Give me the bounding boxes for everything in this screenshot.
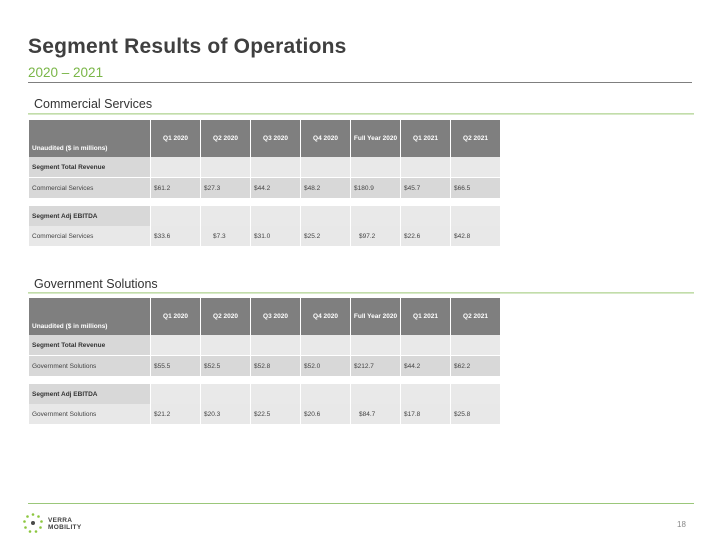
table-cell: $180.9 bbox=[351, 177, 400, 198]
column-header: Unaudited ($ in millions) bbox=[29, 298, 150, 335]
table-cell: $22.5 bbox=[251, 404, 300, 424]
footer-divider bbox=[28, 503, 694, 504]
verra-mobility-logo-icon bbox=[23, 513, 43, 533]
column-header: Q1 2020 bbox=[151, 298, 200, 335]
table-row: Segment Adj EBITDA bbox=[29, 384, 500, 404]
row-group-label: Segment Total Revenue bbox=[29, 335, 150, 355]
column-header: Full Year 2020 bbox=[351, 120, 400, 157]
column-header: Q2 2021 bbox=[451, 120, 500, 157]
table-cell: $44.2 bbox=[401, 355, 450, 376]
section-heading-government-solutions: Government Solutions bbox=[34, 277, 158, 291]
column-header: Q1 2021 bbox=[401, 298, 450, 335]
section-divider bbox=[28, 113, 694, 115]
table-cell: $55.5 bbox=[151, 355, 200, 376]
table-cell: $212.7 bbox=[351, 355, 400, 376]
page-subtitle: 2020 – 2021 bbox=[28, 65, 104, 80]
column-header: Unaudited ($ in millions) bbox=[29, 120, 150, 157]
column-header: Q3 2020 bbox=[251, 120, 300, 157]
logo-wordmark: VERRA MOBILITY bbox=[48, 517, 81, 531]
column-header: Q1 2020 bbox=[151, 120, 200, 157]
logo-line: VERRA bbox=[48, 517, 73, 524]
row-group-label: Segment Total Revenue bbox=[29, 157, 150, 177]
table-cell: $66.5 bbox=[451, 177, 500, 198]
column-header: Q2 2020 bbox=[201, 120, 250, 157]
table-cell: $61.2 bbox=[151, 177, 200, 198]
table-row: Commercial Services $61.2 $27.3 $44.2 $4… bbox=[29, 177, 500, 198]
row-group-label: Segment Adj EBITDA bbox=[29, 206, 150, 226]
column-header: Q4 2020 bbox=[301, 120, 350, 157]
table-cell: $52.0 bbox=[301, 355, 350, 376]
table-cell: $25.8 bbox=[451, 404, 500, 424]
table-row: Segment Adj EBITDA bbox=[29, 206, 500, 226]
table-row: Government Solutions $55.5 $52.5 $52.8 $… bbox=[29, 355, 500, 376]
table-cell: $97.2 bbox=[351, 226, 400, 246]
section-heading-commercial-services: Commercial Services bbox=[34, 97, 153, 111]
table-cell: $84.7 bbox=[351, 404, 400, 424]
row-group-label: Segment Adj EBITDA bbox=[29, 384, 150, 404]
table-cell: $20.6 bbox=[301, 404, 350, 424]
row-label: Commercial Services bbox=[29, 226, 150, 246]
table-cell: $20.3 bbox=[201, 404, 250, 424]
column-header: Q3 2020 bbox=[251, 298, 300, 335]
page-title: Segment Results of Operations bbox=[28, 35, 347, 58]
table-row: Commercial Services $33.6 $7.3 $31.0 $25… bbox=[29, 226, 500, 246]
table-cell: $52.8 bbox=[251, 355, 300, 376]
table-cell: $52.5 bbox=[201, 355, 250, 376]
table-cell: $48.2 bbox=[301, 177, 350, 198]
column-header: Full Year 2020 bbox=[351, 298, 400, 335]
title-divider bbox=[28, 82, 692, 83]
table-cell: $42.8 bbox=[451, 226, 500, 246]
table-cell: $22.6 bbox=[401, 226, 450, 246]
table-row: Segment Total Revenue bbox=[29, 157, 500, 177]
commercial-services-table: Unaudited ($ in millions) Q1 2020 Q2 202… bbox=[28, 120, 501, 246]
table-cell: $45.7 bbox=[401, 177, 450, 198]
column-header: Q2 2021 bbox=[451, 298, 500, 335]
table-cell: $31.0 bbox=[251, 226, 300, 246]
row-label: Government Solutions bbox=[29, 355, 150, 376]
table-cell: $33.6 bbox=[151, 226, 200, 246]
section-divider bbox=[28, 292, 694, 294]
table-cell: $25.2 bbox=[301, 226, 350, 246]
table-cell: $27.3 bbox=[201, 177, 250, 198]
table-row: Segment Total Revenue bbox=[29, 335, 500, 355]
table-cell: $62.2 bbox=[451, 355, 500, 376]
logo-line: MOBILITY bbox=[48, 524, 82, 531]
page-number: 18 bbox=[677, 520, 686, 529]
government-solutions-table: Unaudited ($ in millions) Q1 2020 Q2 202… bbox=[28, 298, 501, 424]
table-cell: $44.2 bbox=[251, 177, 300, 198]
table-cell: $17.8 bbox=[401, 404, 450, 424]
table-row: Government Solutions $21.2 $20.3 $22.5 $… bbox=[29, 404, 500, 424]
column-header: Q1 2021 bbox=[401, 120, 450, 157]
table-cell: $21.2 bbox=[151, 404, 200, 424]
column-header: Q2 2020 bbox=[201, 298, 250, 335]
row-label: Commercial Services bbox=[29, 177, 150, 198]
column-header: Q4 2020 bbox=[301, 298, 350, 335]
table-header-row: Unaudited ($ in millions) Q1 2020 Q2 202… bbox=[29, 120, 500, 157]
row-label: Government Solutions bbox=[29, 404, 150, 424]
table-cell: $7.3 bbox=[201, 226, 250, 246]
table-header-row: Unaudited ($ in millions) Q1 2020 Q2 202… bbox=[29, 298, 500, 335]
